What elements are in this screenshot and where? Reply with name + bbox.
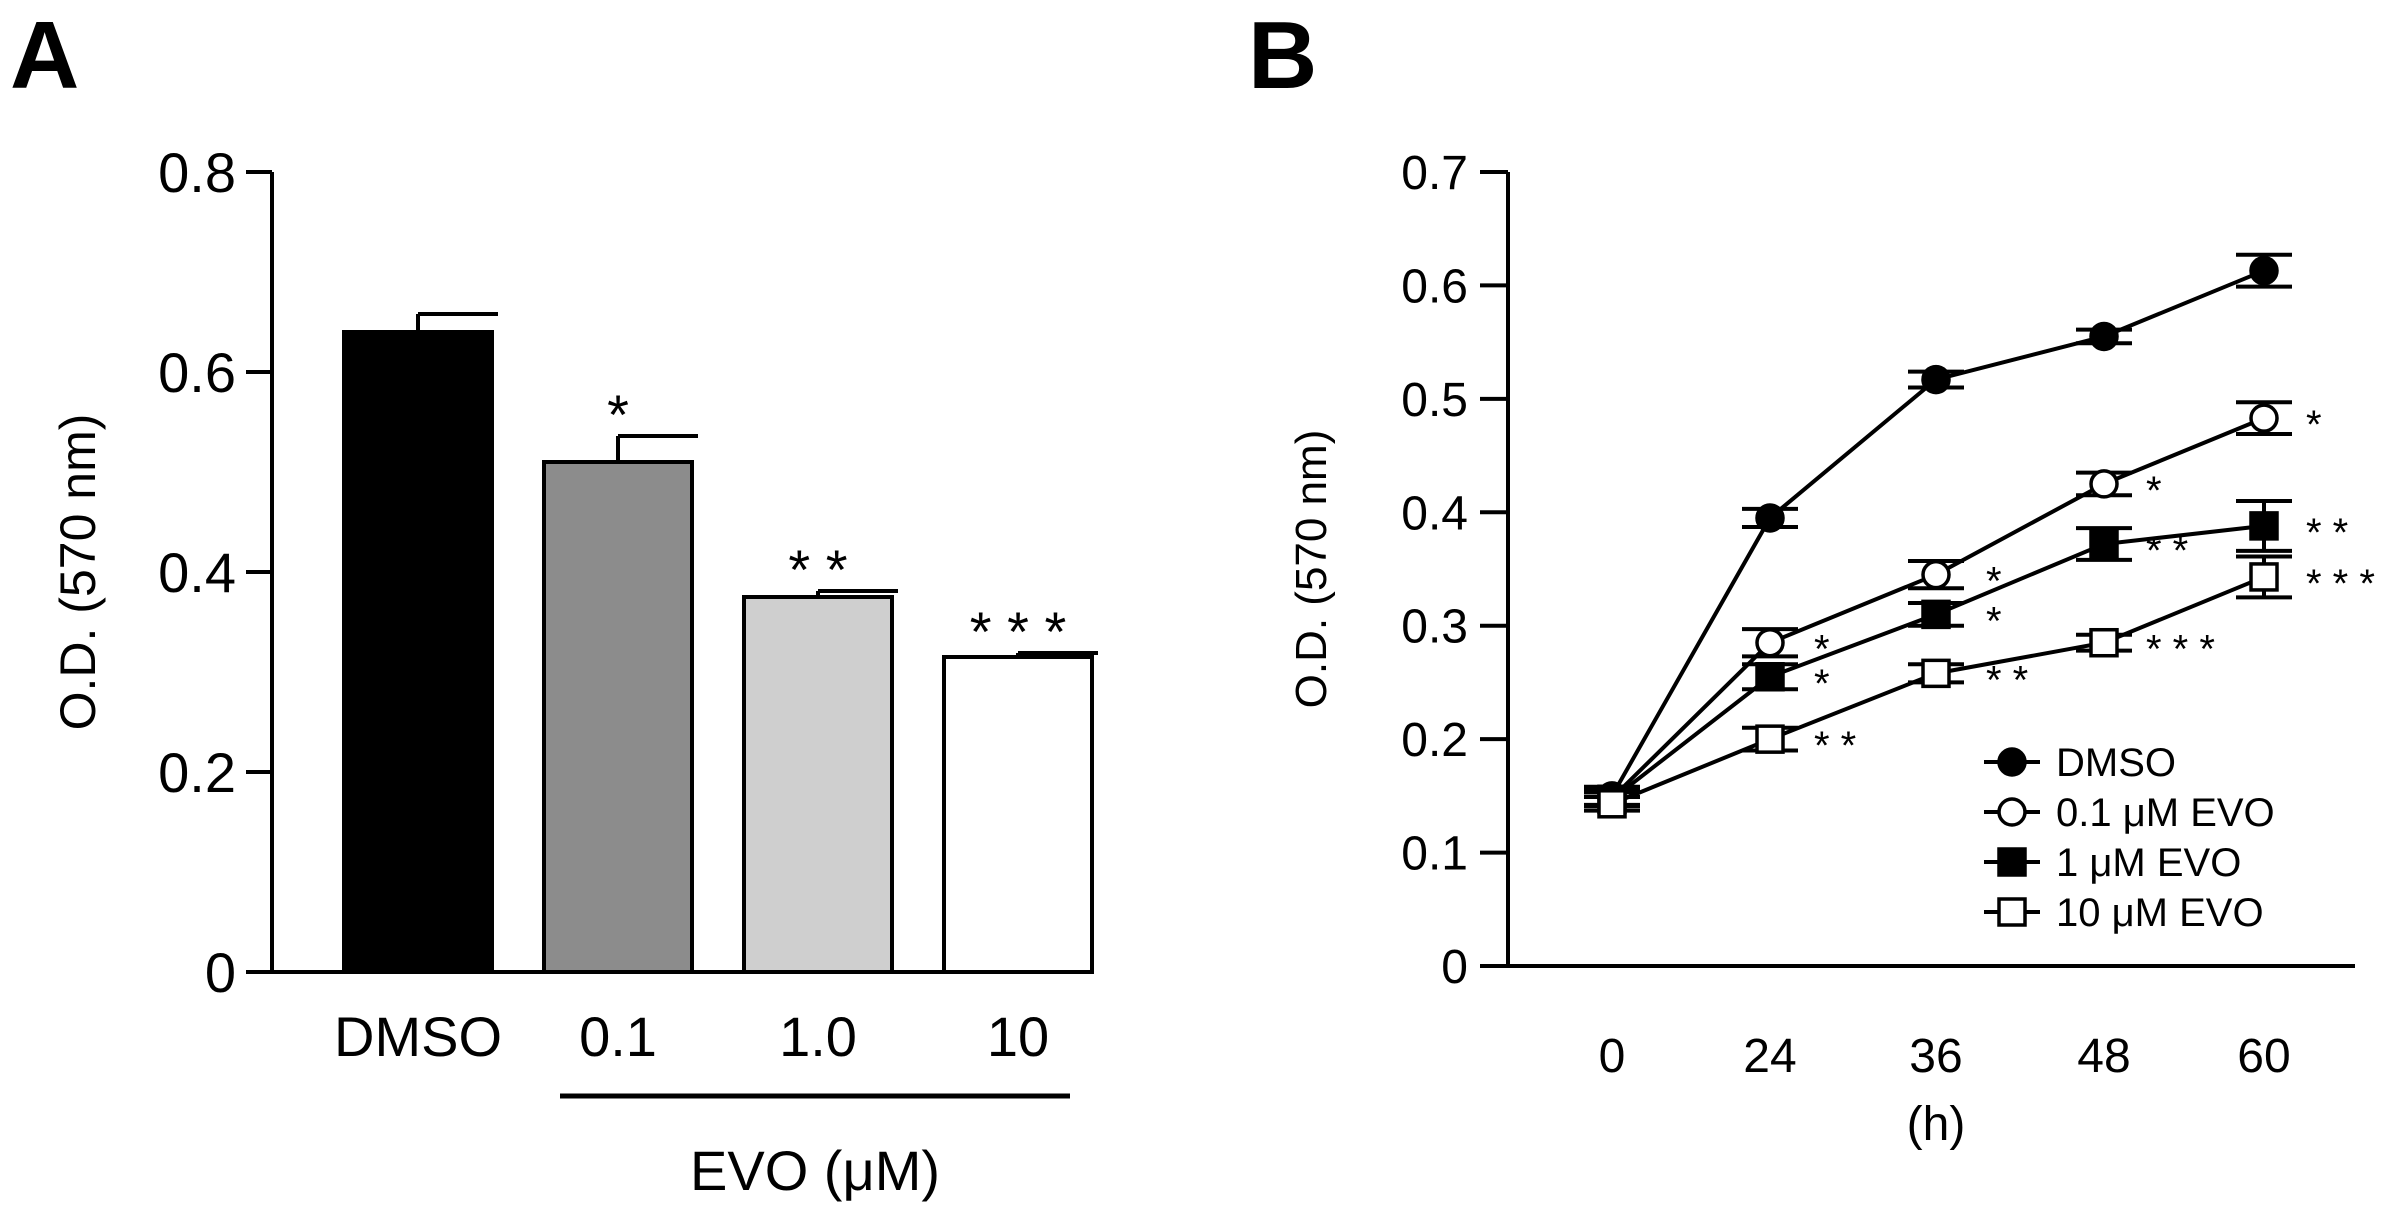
bar-0-1 [542, 460, 694, 974]
x-tick-label-a: DMSO [334, 1005, 502, 1068]
point-0-1-m-evo [2089, 469, 2119, 499]
y-tick-label-b: 0.7 [1401, 147, 1468, 200]
x-tick-label-b: 0 [1599, 1030, 1626, 1083]
x-tick-label-a: 10 [987, 1005, 1049, 1068]
panel-label-b: B [1248, 2, 1317, 109]
y-tick-label-a: 0.4 [158, 541, 236, 604]
x-tick-label-a: 0.1 [579, 1005, 657, 1068]
y-axis-label-b: O.D. (570 nm) [1287, 430, 1336, 709]
significance-label-a: * * [788, 538, 847, 601]
point-10-m-evo [1921, 658, 1951, 689]
y-tick-label-b: 0.3 [1401, 601, 1468, 654]
y-tick-label-b: 0.2 [1401, 714, 1468, 767]
y-tick-label-b: 0.4 [1401, 487, 1468, 540]
point-1-m-evo [1921, 599, 1951, 630]
legend-label: DMSO [2056, 741, 2176, 785]
significance-label-b: * [2146, 469, 2162, 513]
x-tick-label-b: 48 [2077, 1030, 2130, 1083]
bar-1-0 [742, 595, 894, 974]
legend-marker [1997, 847, 2027, 877]
y-tick-label-b: 0.1 [1401, 828, 1468, 881]
y-axis-label-a: O.D. (570 nm) [50, 414, 106, 731]
point-10-m-evo [2089, 627, 2119, 658]
significance-label-b: * * [1986, 658, 2028, 702]
point-0-1-m-evo [1921, 559, 1951, 590]
point-1-m-evo [2249, 511, 2279, 541]
legend-marker [1997, 897, 2027, 927]
x-tick-label-b: 36 [1909, 1030, 1962, 1083]
chart-a-bar: 0 0.2 0.4 0.6 0.8 O.D. (570 nm) DMSO * 0.1 * * 1.0… [50, 141, 1098, 1202]
y-tick-label-a: 0 [205, 941, 236, 1004]
significance-label-b: * [2306, 403, 2322, 447]
point-10-m-evo [1597, 789, 1627, 819]
point-10-m-evo [1755, 724, 1785, 754]
significance-label-b: * [1814, 662, 1830, 706]
y-tick-label-a: 0.6 [158, 341, 236, 404]
significance-label-b: * * [1814, 724, 1856, 768]
significance-label-b: * * * [2146, 628, 2215, 672]
chart-b-line: 0 0.1 0.2 0.3 0.4 0.5 0.6 0.7 0 24 36 48 60 (h) O.D. (… [1287, 147, 2375, 1151]
point-0-1-m-evo [2249, 403, 2279, 433]
significance-label-b: * [1986, 560, 2002, 604]
legend: DMSO 0.1 μM EVO 1 μM EVO 10 μM EVO [1984, 741, 2275, 935]
significance-label-a: * * * [970, 600, 1067, 663]
legend-marker [1997, 747, 2027, 777]
y-tick-label-a: 0.8 [158, 141, 236, 204]
bar-10 [942, 655, 1094, 974]
x-tick-label-b: 24 [1743, 1030, 1796, 1083]
bar-dmso [342, 330, 494, 974]
point-1-m-evo [1755, 662, 1785, 692]
significance-label-b: * * * [2306, 562, 2375, 606]
point-0-1-m-evo [1755, 627, 1785, 658]
legend-label: 1 μM EVO [2056, 841, 2241, 885]
significance-label-b: * [1986, 599, 2002, 643]
point-dmso [1921, 364, 1951, 395]
point-dmso [1755, 503, 1785, 533]
point-dmso [2089, 321, 2119, 352]
x-tick-label-b: 60 [2237, 1030, 2290, 1083]
point-10-m-evo [2249, 562, 2279, 592]
x-tick-label-a: 1.0 [779, 1005, 857, 1068]
legend-label: 0.1 μM EVO [2056, 791, 2275, 835]
legend-marker [1997, 797, 2027, 827]
panel-label-a: A [10, 2, 79, 109]
y-tick-label-b: 0.5 [1401, 374, 1468, 427]
point-dmso [2249, 255, 2279, 286]
point-1-m-evo [2089, 529, 2119, 559]
significance-label-b: * * [2146, 529, 2188, 573]
x-axis-label-a: EVO (μM) [690, 1139, 940, 1202]
x-axis-label-b: (h) [1907, 1098, 1966, 1151]
significance-label-b: * * [2306, 511, 2348, 555]
legend-label: 10 μM EVO [2056, 891, 2264, 935]
significance-label-a: * [607, 383, 629, 446]
y-tick-label-a: 0.2 [158, 741, 236, 804]
y-tick-label-b: 0 [1441, 941, 1468, 994]
y-tick-label-b: 0.6 [1401, 260, 1468, 313]
